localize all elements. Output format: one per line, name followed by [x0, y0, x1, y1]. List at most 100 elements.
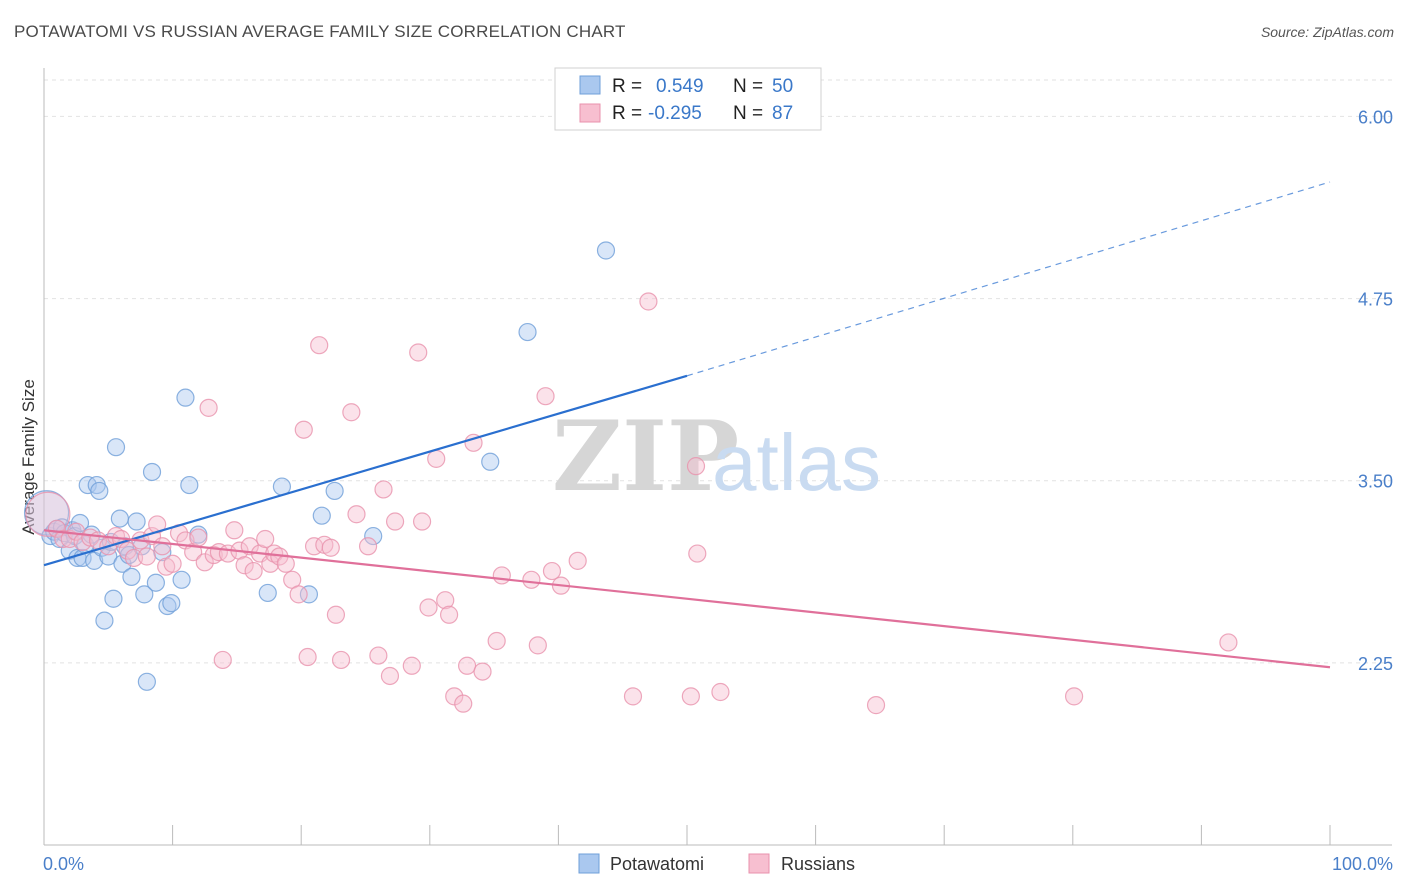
potawatomi-point-20: [95, 611, 114, 630]
y-tick-label-3: 6.00: [1358, 107, 1393, 127]
russians-trend-line: [43, 529, 1331, 669]
russians-point-0: [25, 491, 71, 537]
y-tick-labels: 2.25 3.50 4.75 6.00: [1358, 107, 1393, 673]
watermark-zip: ZIP: [552, 400, 739, 513]
russians-point-67: [457, 656, 477, 675]
bottom-legend-label-russians: Russians: [781, 854, 855, 874]
potawatomi-point-45: [299, 585, 319, 604]
potawatomi-point-46: [312, 506, 331, 525]
russians-point-62: [427, 449, 446, 468]
legend-r-label-1: R =: [612, 76, 642, 97]
potawatomi-point-34: [142, 462, 162, 482]
russians-point-11: [118, 541, 137, 560]
russians-point-42: [289, 585, 308, 604]
russians-point-72: [522, 570, 541, 589]
axes-layer: [43, 68, 1392, 846]
russians-point-61: [419, 598, 438, 617]
x-tick-label-1: 100.0%: [1332, 854, 1393, 874]
potawatomi-trend-extension: [686, 181, 1331, 377]
russians-point-74: [536, 387, 555, 406]
russians-point-84: [866, 696, 886, 715]
russians-point-71: [492, 566, 511, 585]
legend-n-label-2: N =: [733, 103, 763, 124]
russians-point-26: [204, 545, 223, 565]
y-tick-label-0: 2.25: [1358, 654, 1393, 674]
potawatomi-point-33: [137, 672, 156, 691]
russians-point-53: [358, 537, 378, 556]
russians-point-64: [439, 605, 459, 624]
russians-point-54: [369, 646, 388, 665]
russians-point-30: [225, 521, 244, 540]
russians-point-40: [276, 554, 295, 573]
russians-point-51: [342, 403, 361, 422]
russians-point-82: [688, 544, 707, 563]
russians-point-59: [409, 343, 428, 362]
russians-point-60: [412, 512, 432, 531]
potawatomi-point-24: [106, 438, 126, 457]
legend-r-label-2: R =: [612, 103, 642, 124]
russians-point-44: [298, 647, 317, 667]
x-tick-labels: 0.0% 100.0%: [43, 854, 1393, 874]
potawatomi-point-35: [146, 573, 165, 592]
legend-swatch-russians: [579, 103, 601, 123]
russians-point-25: [199, 398, 218, 417]
potawatomi-point-32: [135, 585, 154, 604]
bottom-legend: Potawatomi Russians: [578, 853, 855, 874]
russians-point-80: [681, 687, 700, 706]
potawatomi-point-18: [90, 481, 109, 501]
potawatomi-trend-line: [43, 374, 688, 567]
potawatomi-point-50: [518, 322, 537, 342]
russians-point-75: [542, 561, 562, 581]
russians-point-50: [331, 650, 351, 670]
russians-point-19: [163, 554, 182, 573]
points-layer: [23, 241, 1238, 715]
russians-point-48: [321, 538, 340, 557]
russians-point-49: [326, 605, 346, 624]
potawatomi-point-30: [127, 512, 146, 531]
potawatomi-point-39: [172, 570, 191, 589]
potawatomi-point-48: [364, 526, 383, 546]
russians-point-28: [213, 650, 232, 670]
russians-point-52: [347, 505, 366, 524]
potawatomi-point-40: [176, 388, 195, 407]
legend-swatch-potawatomi: [579, 75, 601, 95]
watermark-atlas: atlas: [712, 418, 881, 507]
bottom-legend-swatch-potawatomi: [578, 853, 600, 874]
potawatomi-point-47: [325, 481, 344, 501]
trend-layer: [43, 181, 1331, 669]
russians-point-14: [137, 547, 156, 566]
legend-r-value-1: 0.549: [656, 76, 704, 97]
russians-point-56: [380, 666, 400, 686]
y-tick-label-1: 3.50: [1358, 472, 1393, 492]
potawatomi-point-41: [180, 475, 199, 495]
legend-r-value-2: -0.295: [648, 103, 702, 124]
russians-point-78: [623, 687, 643, 706]
x-tick-label-0: 0.0%: [43, 854, 84, 874]
potawatomi-point-49: [481, 452, 500, 471]
russians-point-23: [189, 528, 208, 547]
russians-point-55: [374, 480, 393, 499]
russians-point-33: [240, 537, 259, 556]
russians-point-83: [711, 682, 730, 702]
chart-source: Source: ZipAtlas.com: [1260, 24, 1394, 40]
russians-point-58: [402, 656, 421, 675]
russians-point-17: [153, 537, 172, 556]
bottom-legend-swatch-russians: [748, 853, 770, 874]
potawatomi-point-43: [258, 583, 277, 603]
potawatomi-point-51: [596, 241, 616, 260]
watermark: ZIP atlas: [552, 400, 881, 513]
russians-point-63: [436, 591, 455, 610]
russians-point-70: [487, 631, 506, 651]
russians-point-43: [294, 420, 313, 439]
russians-point-32: [235, 556, 254, 575]
potawatomi-point-23: [104, 589, 123, 608]
legend-box: R = 0.549 N = 50 R = -0.295 N = 87: [554, 67, 822, 131]
russians-point-73: [528, 636, 547, 655]
russians-point-86: [1219, 633, 1238, 652]
potawatomi-point-21: [99, 547, 118, 566]
russians-point-85: [1064, 687, 1084, 706]
russians-point-77: [568, 551, 587, 570]
legend-n-label-1: N =: [733, 76, 763, 97]
potawatomi-point-11: [70, 513, 90, 533]
